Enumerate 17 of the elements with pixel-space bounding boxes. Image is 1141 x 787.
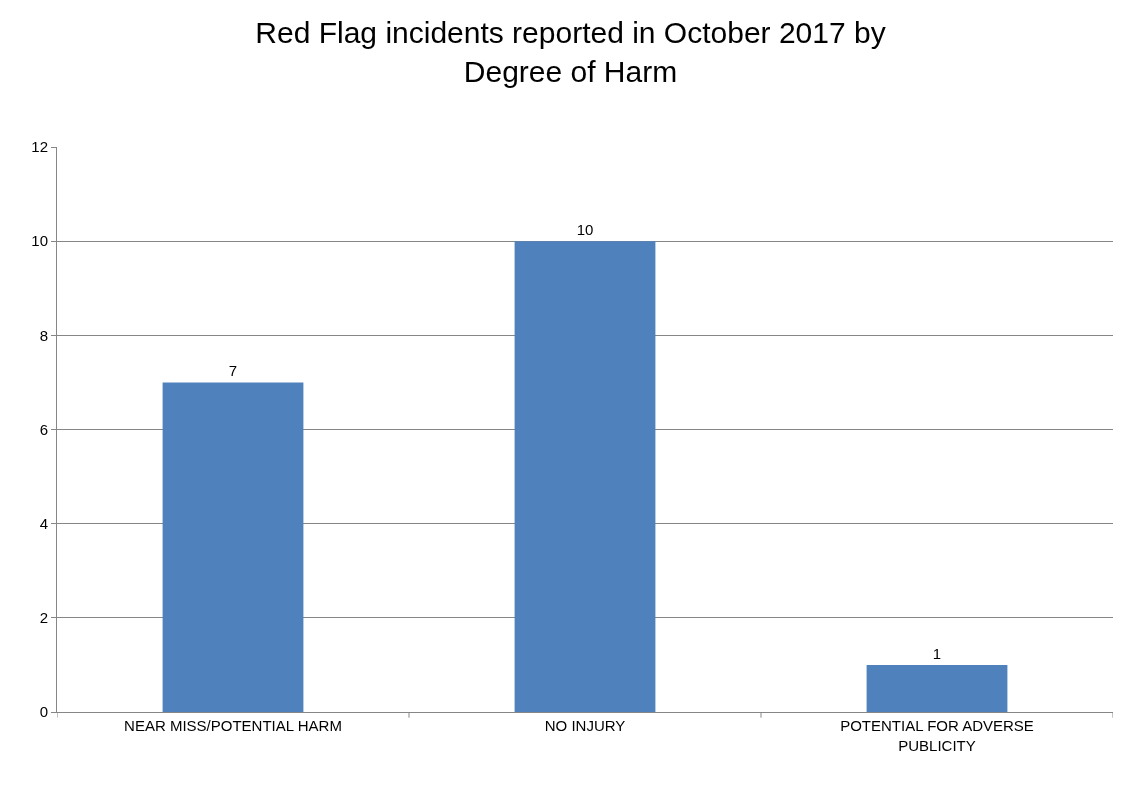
bar bbox=[162, 382, 304, 712]
bar bbox=[866, 664, 1008, 712]
y-tick-label: 0 bbox=[39, 703, 48, 721]
data-label: 1 bbox=[932, 644, 942, 662]
bar bbox=[514, 241, 656, 712]
y-tick-label: 6 bbox=[39, 420, 48, 438]
data-label: 7 bbox=[228, 362, 238, 380]
y-tick-label: 10 bbox=[31, 232, 48, 250]
x-tick-label: POTENTIAL FOR ADVERSE PUBLICITY bbox=[840, 717, 1034, 754]
chart-title: Red Flag incidents reported in October 2017 by Degree of Harm bbox=[255, 16, 886, 89]
x-tick-label: NO INJURY bbox=[544, 717, 626, 734]
data-label: 10 bbox=[576, 221, 594, 239]
x-tick-label: NEAR MISS/POTENTIAL HARM bbox=[124, 717, 342, 734]
y-tick-label: 2 bbox=[39, 609, 48, 627]
y-tick-label: 4 bbox=[39, 514, 48, 532]
y-tick-label: 12 bbox=[31, 138, 48, 156]
y-tick-label: 8 bbox=[39, 326, 48, 344]
